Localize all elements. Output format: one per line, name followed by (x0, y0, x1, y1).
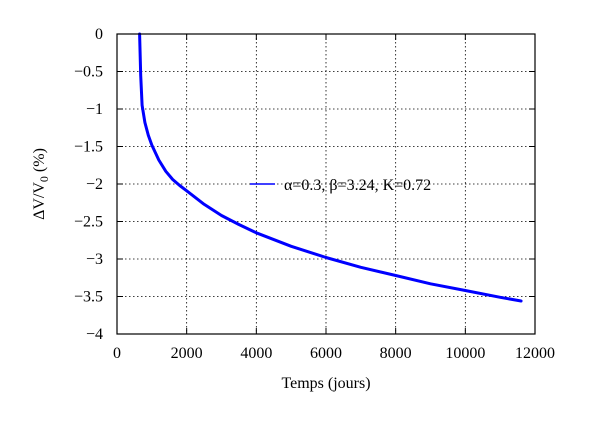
y-tick-label: −1 (86, 101, 103, 118)
y-axis-label: ΔV/V0 (%) (31, 148, 51, 220)
x-tick-label: 10000 (445, 345, 485, 362)
y-tick-label: −3 (86, 251, 103, 268)
x-tick-label: 6000 (310, 345, 342, 362)
grid-lines (117, 34, 535, 334)
y-axis-label-subscript: 0 (37, 176, 51, 182)
y-tick-label: 0 (95, 26, 103, 43)
y-tick-label: −2.5 (74, 214, 103, 231)
series-layer (138, 32, 523, 303)
x-axis: 0 2000 4000 6000 8000 10000 12000 (113, 34, 555, 362)
x-tick-label: 8000 (380, 345, 412, 362)
x-tick-label: 12000 (515, 345, 555, 362)
y-tick-label: −4 (86, 326, 103, 343)
x-axis-label: Temps (jours) (281, 375, 370, 392)
y-tick-label: −3.5 (74, 289, 103, 306)
legend-label: α=0.3, β=3.24, K=0.72 (284, 177, 431, 194)
y-tick-label: −2 (86, 176, 103, 193)
y-axis: 0 −0.5 −1 −1.5 −2 −2.5 −3 −3.5 −4 (74, 26, 535, 343)
y-tick-label: −1.5 (74, 139, 103, 156)
y-axis-label-main: ΔV/V (31, 182, 48, 220)
y-tick-label: −0.5 (74, 64, 103, 81)
series-line (138, 32, 523, 303)
y-axis-label-unit: (%) (31, 148, 48, 176)
x-tick-label: 4000 (240, 345, 272, 362)
x-tick-label: 2000 (171, 345, 203, 362)
x-tick-label: 0 (113, 345, 121, 362)
legend: α=0.3, β=3.24, K=0.72 (250, 177, 431, 194)
plot-frame (116, 33, 536, 335)
